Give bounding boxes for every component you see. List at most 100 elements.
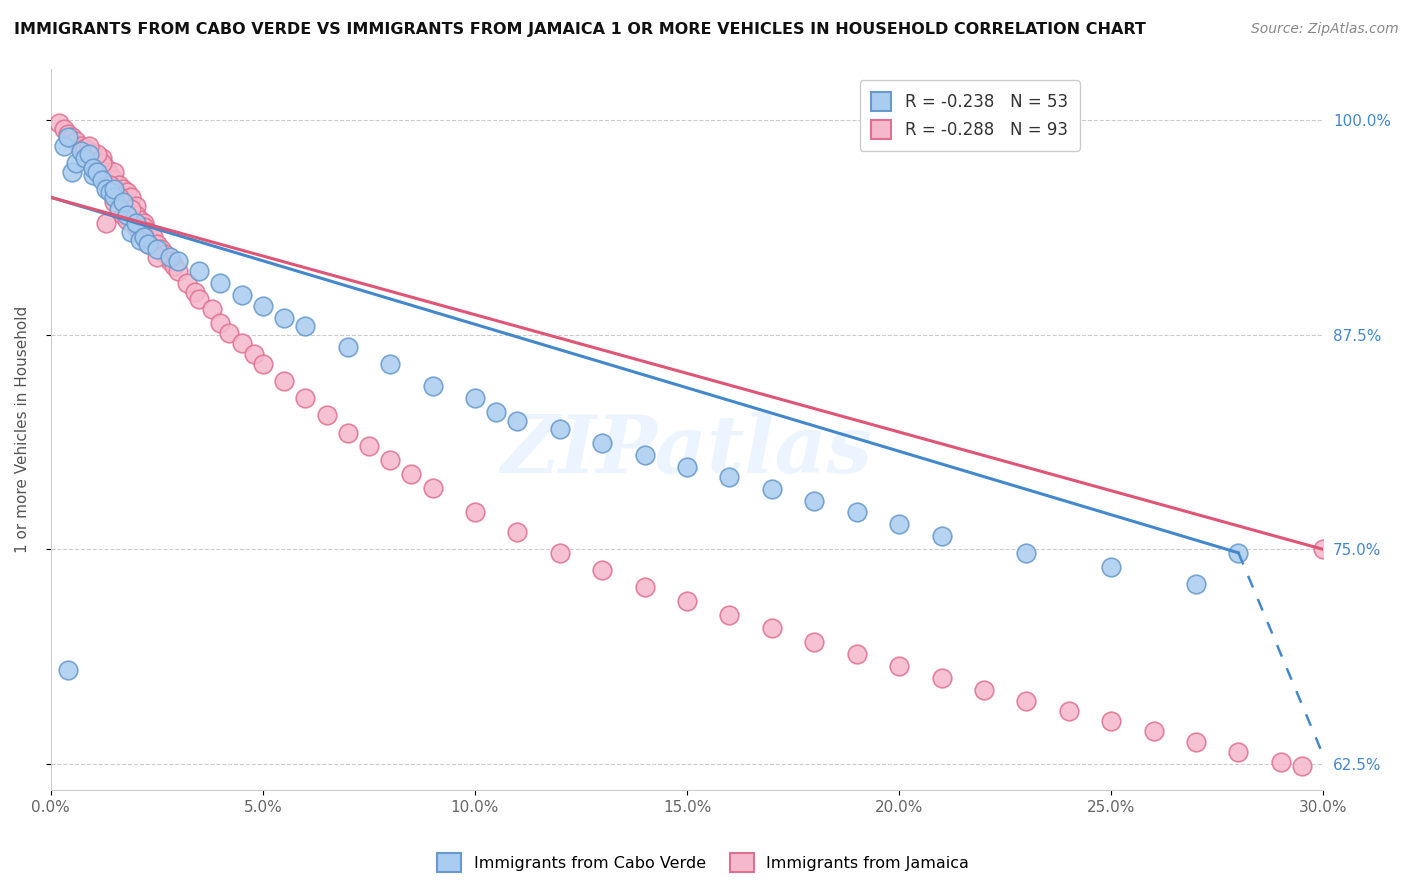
Point [201,301,224,316]
Point [1270,756,1292,770]
Point [134,230,156,244]
Point [336,340,359,354]
Point [94,164,117,178]
Point [107,185,129,199]
Point [294,319,316,334]
Point [82,147,104,161]
Point [357,439,380,453]
Point [464,391,486,405]
Point [73,151,96,165]
Point [548,422,571,436]
Point [761,621,783,635]
Point [506,414,529,428]
Point [146,242,169,256]
Point [146,236,169,251]
Point [77,138,100,153]
Point [336,425,359,440]
Point [1227,546,1250,560]
Point [103,164,125,178]
Point [931,529,953,543]
Point [1291,759,1313,773]
Point [124,207,146,221]
Point [134,230,156,244]
Point [142,230,165,244]
Point [52,138,75,153]
Point [56,130,79,145]
Point [718,470,741,484]
Point [129,225,152,239]
Point [111,207,134,221]
Point [107,190,129,204]
Point [103,190,125,204]
Point [69,144,91,158]
Point [65,134,87,148]
Point [803,635,825,649]
Point [124,199,146,213]
Point [591,563,613,577]
Y-axis label: 1 or more Vehicles in Household: 1 or more Vehicles in Household [15,306,30,553]
Point [90,156,112,170]
Point [103,182,125,196]
Point [1185,576,1208,591]
Point [633,580,655,594]
Point [138,236,160,251]
Point [90,156,112,170]
Point [209,316,232,330]
Point [887,516,910,531]
Point [1015,693,1038,707]
Point [48,116,70,130]
Point [422,379,444,393]
Point [1099,714,1122,728]
Point [94,161,117,175]
Point [124,216,146,230]
Point [887,659,910,673]
Point [252,357,274,371]
Point [243,346,266,360]
Point [159,253,181,268]
Point [676,460,699,475]
Point [134,219,156,234]
Point [103,173,125,187]
Point [218,326,240,340]
Point [591,436,613,450]
Point [56,663,79,677]
Point [138,225,160,239]
Point [120,190,142,204]
Point [115,185,138,199]
Point [231,336,253,351]
Point [1015,546,1038,560]
Point [103,195,125,210]
Point [803,494,825,508]
Point [107,178,129,193]
Point [845,505,868,519]
Point [209,276,232,290]
Point [188,292,211,306]
Point [506,525,529,540]
Point [315,409,337,423]
Point [378,453,401,467]
Point [273,310,295,325]
Point [176,276,198,290]
Point [1099,559,1122,574]
Point [111,190,134,204]
Point [548,546,571,560]
Text: Source: ZipAtlas.com: Source: ZipAtlas.com [1251,22,1399,37]
Point [86,154,108,169]
Point [82,168,104,182]
Point [52,121,75,136]
Point [98,168,121,182]
Point [188,264,211,278]
Point [1185,735,1208,749]
Point [115,212,138,227]
Point [273,374,295,388]
Point [252,299,274,313]
Point [159,251,181,265]
Text: ZIPatlas: ZIPatlas [501,412,873,490]
Point [111,195,134,210]
Point [107,202,129,217]
Point [931,671,953,685]
Point [129,212,152,227]
Point [845,647,868,661]
Point [485,405,508,419]
Text: IMMIGRANTS FROM CABO VERDE VS IMMIGRANTS FROM JAMAICA 1 OR MORE VEHICLES IN HOUS: IMMIGRANTS FROM CABO VERDE VS IMMIGRANTS… [14,22,1146,37]
